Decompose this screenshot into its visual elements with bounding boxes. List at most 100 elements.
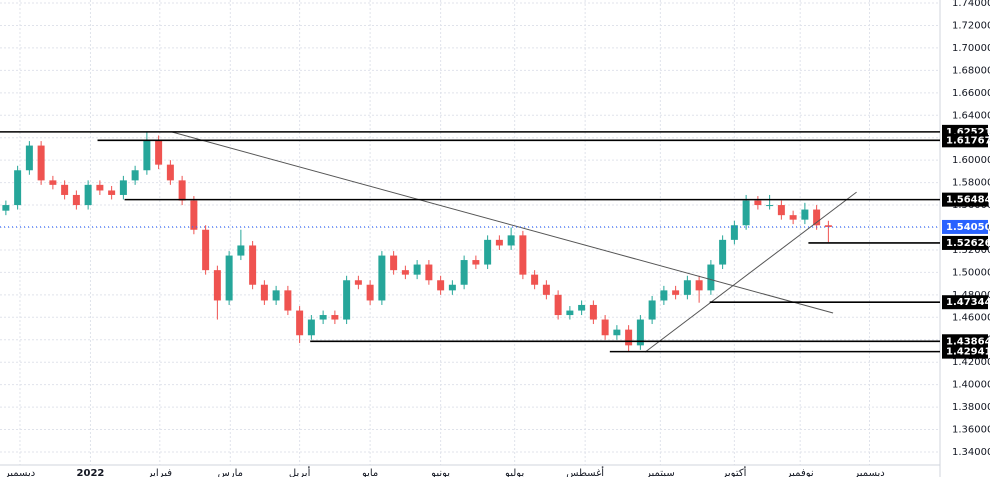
candle-body [190, 200, 198, 230]
candle-body [296, 310, 304, 336]
y-tick-label: 1.50000 [952, 267, 990, 278]
candle-body [425, 264, 433, 281]
candle-body [366, 284, 374, 301]
candle-body [672, 290, 680, 295]
candle-body [472, 260, 480, 265]
candle-body [484, 239, 492, 265]
candle-body [49, 180, 57, 185]
candle-body [166, 164, 174, 181]
candle-body [754, 200, 762, 206]
candle-body [213, 270, 221, 301]
candle-body [84, 184, 92, 206]
candle-body [108, 190, 116, 195]
candle-body [554, 294, 562, 316]
candle-body [331, 315, 339, 320]
x-tick-label: سبتمبر [645, 468, 675, 477]
candle-body [401, 270, 409, 275]
current-price-label: 1.54050 [946, 222, 990, 233]
candle-body [766, 205, 774, 207]
candle-body [319, 315, 327, 320]
candle-body [542, 284, 550, 295]
candle-body [589, 304, 597, 320]
x-tick-label: مايو [361, 468, 378, 477]
candle-body [777, 205, 785, 216]
y-tick-label: 1.34000 [952, 447, 990, 458]
candle-body [648, 300, 656, 320]
candle-body [72, 194, 80, 206]
candle-body [2, 205, 10, 211]
x-tick-label: أغسطس [566, 466, 604, 477]
candle-body [390, 255, 398, 271]
candle-body [613, 329, 621, 336]
level-label: 1.43864 [946, 336, 990, 347]
level-label: 1.62521 [946, 127, 990, 138]
candle-body [519, 235, 527, 275]
x-tick-label: ديسمبر [853, 468, 884, 477]
candle-body [131, 170, 139, 181]
x-tick-label: فبراير [147, 468, 173, 477]
trendline [171, 131, 834, 314]
candle-body [437, 280, 445, 291]
level-label: 1.52626 [946, 238, 990, 249]
level-box [942, 344, 988, 359]
candle-body [801, 209, 809, 220]
candle-body [25, 145, 33, 171]
x-tick-label: نوفمبر [786, 468, 814, 477]
candle-body [354, 280, 362, 285]
candle-body [14, 170, 22, 206]
candle-body [272, 290, 280, 301]
y-tick-label: 1.66000 [952, 88, 990, 99]
candle-body [636, 319, 644, 346]
y-tick-label: 1.36000 [952, 425, 990, 436]
candle-body [260, 284, 268, 301]
x-tick-label: مارس [218, 468, 243, 477]
candle-body [413, 264, 421, 275]
trendline [644, 191, 857, 353]
candle-body [695, 280, 703, 291]
candle-body [119, 180, 127, 195]
level-label: 1.56484 [946, 195, 990, 206]
candle-body [202, 229, 210, 271]
candle-body [719, 239, 727, 265]
y-tick-label: 1.60000 [952, 155, 990, 166]
candle-body [625, 329, 633, 346]
x-tick-label: يوليو [504, 468, 524, 477]
current-price-box [942, 219, 988, 234]
candle-body [566, 310, 574, 316]
y-tick-label: 1.64000 [952, 110, 990, 121]
candle-body [225, 255, 233, 301]
x-tick-label: ديسمبر [4, 468, 35, 477]
y-tick-label: 1.72000 [952, 20, 990, 31]
level-box [942, 235, 988, 250]
candle-body [37, 145, 45, 181]
candle-body [249, 245, 257, 285]
candle-body [507, 235, 515, 246]
candle-body [813, 209, 821, 226]
candle-body [307, 319, 315, 336]
candle-body [730, 225, 738, 240]
candle-body [237, 245, 245, 256]
y-tick-label: 1.52000 [952, 245, 990, 256]
y-tick-label: 1.46000 [952, 312, 990, 323]
level-label: 1.47344 [946, 297, 990, 308]
candle-body [178, 180, 186, 201]
level-box [942, 295, 988, 310]
level-box [942, 192, 988, 207]
candle-body [343, 280, 351, 320]
candle-body [683, 280, 691, 295]
candle-body [460, 260, 468, 285]
candle-body [531, 274, 539, 285]
candle-body [378, 255, 386, 301]
level-label: 1.42941 [946, 347, 990, 358]
candle-body [824, 225, 832, 227]
x-tick-label: 2022 [77, 468, 105, 477]
y-tick-label: 1.42000 [952, 357, 990, 368]
y-tick-label: 1.40000 [952, 380, 990, 391]
candle-body [96, 184, 104, 191]
y-tick-label: 1.58000 [952, 178, 990, 189]
candle-body [601, 319, 609, 336]
candle-body [742, 200, 750, 226]
y-tick-label: 1.70000 [952, 43, 990, 54]
